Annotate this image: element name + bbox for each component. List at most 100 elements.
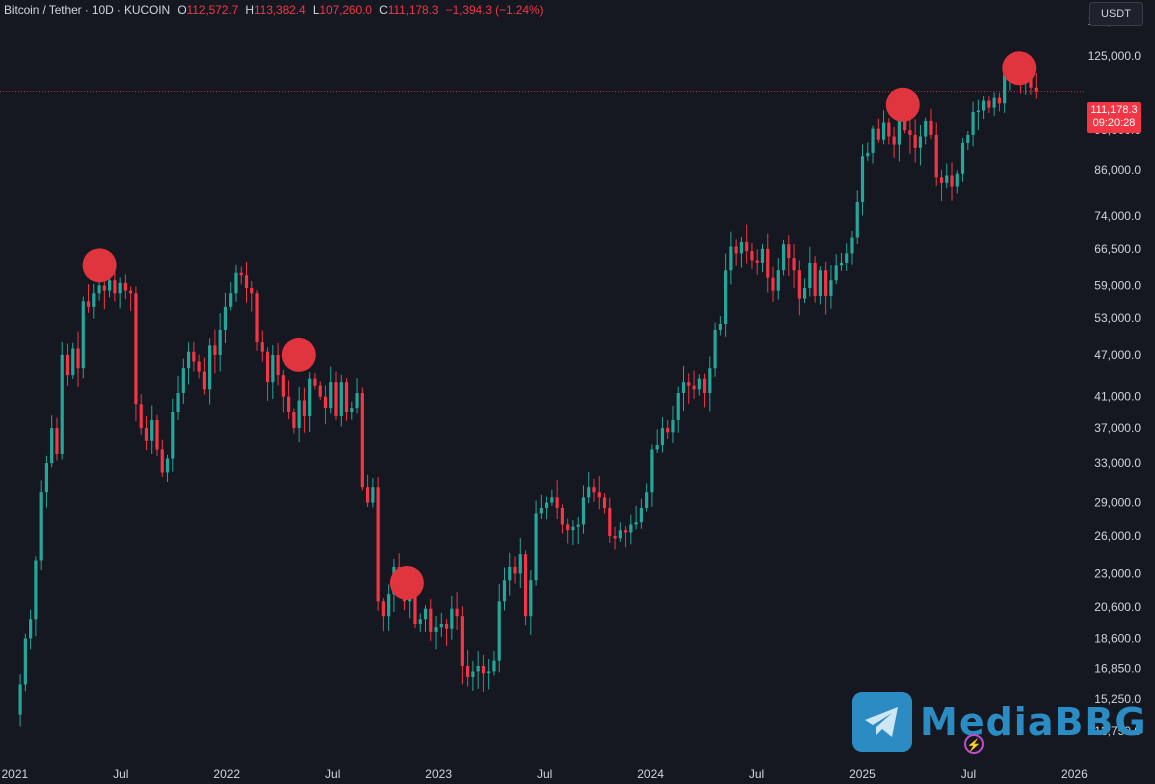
candle-body (186, 351, 191, 369)
candle-body (881, 122, 886, 140)
x-tick-label: Jul (961, 767, 976, 781)
candle-body (724, 270, 728, 325)
candle-body (102, 285, 106, 291)
candle-body (502, 580, 507, 602)
candle-body (276, 354, 280, 376)
candle-body (887, 122, 891, 137)
y-tick-label: 33,000.0 (1094, 456, 1141, 470)
candle-body (155, 419, 159, 450)
candle-body (618, 530, 622, 539)
y-tick-label: 20,600.0 (1094, 600, 1141, 614)
y-tick-label: 37,000.0 (1094, 421, 1141, 435)
candle-body (824, 270, 828, 296)
x-tick-label: 2025 (849, 767, 876, 781)
candle-body (966, 134, 970, 143)
candle-body (313, 378, 317, 386)
candle-body (55, 428, 59, 454)
x-tick-label: 2021 (1, 767, 28, 781)
watermark: MediaBBG ⚡ (852, 692, 1147, 754)
candle-body (903, 116, 907, 131)
candle-body (123, 282, 128, 291)
candle-body (876, 128, 880, 140)
candle-body (745, 241, 749, 252)
candle-body (850, 237, 854, 254)
x-tick-label: Jul (325, 767, 340, 781)
candle-body (1029, 75, 1033, 88)
candle-body (308, 378, 312, 416)
open-label: O (177, 3, 187, 17)
candle-body (908, 130, 912, 135)
candle-body (360, 392, 364, 488)
candle-body (708, 368, 712, 393)
candle-body (623, 530, 628, 533)
candle-body (639, 507, 643, 523)
candle-body (892, 136, 896, 145)
candle-body (250, 287, 254, 294)
candle-body (466, 665, 470, 677)
candle-body (223, 306, 228, 330)
candle-body (666, 428, 670, 433)
candle-body (287, 396, 291, 412)
last-price-tag: 111,178.3 09:20:28 (1087, 102, 1141, 133)
candle-body (681, 382, 686, 393)
x-tick-label: Jul (749, 767, 764, 781)
candle-body (960, 142, 965, 174)
red-dot-marker (389, 565, 424, 600)
red-dot-marker (82, 248, 117, 283)
y-tick-label: 74,000.0 (1094, 209, 1141, 223)
candle-body (439, 623, 443, 628)
candle-body (760, 248, 765, 263)
candle-body (702, 378, 707, 393)
red-dot-marker (281, 337, 316, 372)
candle-body (81, 301, 85, 369)
candle-body (86, 301, 91, 307)
candle-body (192, 351, 196, 362)
candle-body (497, 601, 501, 661)
candle-body (571, 526, 575, 531)
last-price-value: 111,178.3 (1090, 104, 1138, 116)
currency-button[interactable]: USDT (1089, 2, 1143, 26)
candle-body (566, 524, 570, 531)
candle-body (597, 492, 601, 498)
candle-body (1003, 74, 1007, 104)
x-axis[interactable]: 2021 Jul 2022 Jul 2023 Jul 2024 Jul 2025 Jul 2026 (1, 767, 1088, 781)
symbol-legend: Bitcoin / Tether · 10D · KUCOIN O112,572… (4, 3, 543, 17)
bar-countdown: 09:20:28 (1092, 117, 1136, 129)
candle-body (302, 400, 307, 416)
candle-body (797, 270, 801, 299)
candle-body (971, 112, 975, 135)
candle-body (434, 627, 438, 632)
candle-body (755, 260, 759, 263)
open-value: 112,572.7 (186, 3, 239, 17)
candle-body (813, 262, 817, 296)
symbol-title[interactable]: Bitcoin / Tether · 10D · KUCOIN (4, 3, 171, 17)
candle-body (481, 665, 486, 674)
candle-body (508, 566, 512, 581)
candle-body (213, 345, 217, 355)
candle-body (924, 120, 928, 137)
candle-body (202, 371, 206, 390)
candle-body (976, 110, 980, 113)
change-value: −1,394.3 (−1.24%) (445, 3, 544, 17)
candle-body (487, 671, 491, 674)
candle-body (766, 248, 770, 278)
y-axis[interactable]: 140,000.0125,000.098,000.086,000.074,000… (1088, 14, 1142, 738)
candle-body (113, 280, 117, 294)
candle-body (108, 280, 112, 291)
candle-body (339, 382, 343, 416)
candle-body (150, 419, 154, 441)
candle-body (939, 177, 944, 183)
candle-body (34, 560, 38, 620)
candle-body (529, 580, 533, 617)
candle-body (460, 616, 464, 666)
candle-body (945, 175, 949, 183)
candle-body (344, 382, 349, 412)
candle-body (913, 134, 917, 148)
candle-body (265, 351, 270, 383)
candle-body (129, 290, 133, 294)
candle-body (134, 293, 138, 405)
candle-body (866, 152, 870, 157)
candle-body (982, 100, 986, 111)
close-label: C (379, 3, 388, 17)
